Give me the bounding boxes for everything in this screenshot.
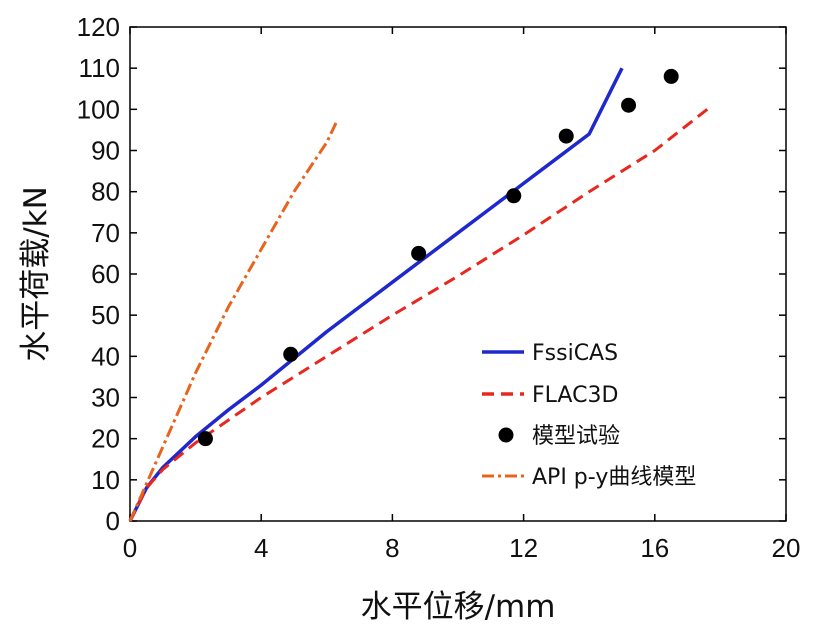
data-point-model-test bbox=[506, 188, 522, 204]
series-line-api-p-y bbox=[128, 121, 338, 522]
y-tick-label: 20 bbox=[91, 424, 120, 454]
y-tick-label: 30 bbox=[91, 383, 120, 413]
series-line-flac3d bbox=[128, 108, 709, 522]
y-tick-label: 90 bbox=[91, 136, 120, 166]
y-tick-label: 110 bbox=[79, 53, 120, 83]
x-tick-label: 0 bbox=[123, 533, 137, 563]
series-layer bbox=[128, 67, 709, 522]
y-tick-label: 50 bbox=[91, 300, 120, 330]
y-tick-label: 60 bbox=[91, 259, 120, 289]
legend-label-fssicas: FssiCAS bbox=[532, 341, 618, 366]
data-point-model-test bbox=[621, 97, 637, 113]
axis-ticks: 0 4 8 12 16 20 0 10 20 30 40 50 60 70 80 90 100 110 120 bbox=[77, 12, 801, 563]
y-tick-label: 80 bbox=[91, 177, 120, 207]
y-tick-label: 120 bbox=[77, 12, 120, 42]
y-tick-label: 100 bbox=[77, 94, 120, 124]
data-point-model-test bbox=[663, 68, 679, 84]
x-tick-label: 16 bbox=[640, 533, 669, 563]
x-tick-label: 20 bbox=[772, 533, 801, 563]
y-tick-label: 40 bbox=[91, 341, 120, 371]
y-tick-label: 70 bbox=[91, 218, 120, 248]
legend-swatch-model-test bbox=[498, 427, 514, 443]
y-tick-label: 0 bbox=[106, 506, 120, 536]
data-point-model-test bbox=[197, 431, 213, 447]
data-point-model-test bbox=[283, 346, 299, 362]
x-tick-label: 4 bbox=[254, 533, 268, 563]
x-tick-label: 12 bbox=[509, 533, 538, 563]
legend: FssiCAS FLAC3D 模型试验 API p-y曲线模型 bbox=[468, 330, 766, 500]
y-axis-title: 水平荷载/kN bbox=[18, 186, 54, 362]
legend-label-api-py: API p-y曲线模型 bbox=[532, 465, 696, 490]
legend-label-flac3d: FLAC3D bbox=[532, 383, 618, 408]
legend-box bbox=[468, 330, 766, 500]
x-tick-label: 8 bbox=[385, 533, 399, 563]
y-tick-label: 10 bbox=[91, 465, 120, 495]
data-point-model-test bbox=[558, 128, 574, 144]
series-line-fssicas bbox=[128, 67, 624, 522]
legend-label-model-test: 模型试验 bbox=[532, 424, 620, 449]
x-axis-title: 水平位移/mm bbox=[361, 589, 556, 625]
data-point-model-test bbox=[411, 245, 427, 261]
